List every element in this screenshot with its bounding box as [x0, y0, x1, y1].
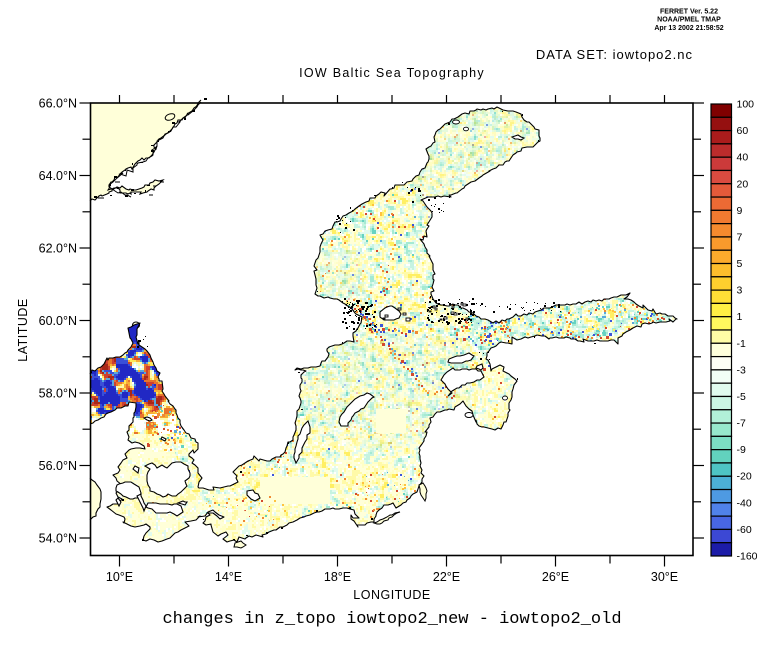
svg-text:5: 5	[737, 258, 743, 270]
svg-text:20: 20	[737, 178, 749, 190]
svg-text:26°E: 26°E	[542, 570, 569, 584]
svg-text:LATITUDE: LATITUDE	[16, 298, 30, 362]
svg-text:-1: -1	[737, 338, 746, 350]
svg-text:-160: -160	[737, 551, 758, 563]
svg-text:9: 9	[737, 205, 743, 217]
svg-text:22°E: 22°E	[433, 570, 460, 584]
svg-text:60: 60	[737, 125, 749, 137]
svg-text:DATA SET: iowtopo2.nc: DATA SET: iowtopo2.nc	[536, 47, 693, 62]
svg-text:30°E: 30°E	[651, 570, 678, 584]
svg-text:-3: -3	[737, 364, 746, 376]
svg-text:IOW Baltic Sea Topography: IOW Baltic Sea Topography	[299, 66, 485, 80]
svg-text:-40: -40	[737, 497, 752, 509]
svg-text:-20: -20	[737, 471, 752, 483]
svg-text:1: 1	[737, 311, 743, 323]
svg-text:56.0°N: 56.0°N	[39, 459, 77, 473]
svg-text:-9: -9	[737, 444, 746, 456]
svg-text:66.0°N: 66.0°N	[39, 97, 77, 111]
svg-text:-7: -7	[737, 418, 746, 430]
svg-text:3: 3	[737, 285, 743, 297]
svg-text:18°E: 18°E	[324, 570, 351, 584]
svg-text:10°E: 10°E	[106, 570, 133, 584]
svg-text:changes in z_topo iowtopo2_new: changes in z_topo iowtopo2_new - iowtopo…	[162, 610, 621, 629]
svg-text:FERRET Ver. 5.22: FERRET Ver. 5.22	[660, 9, 718, 16]
svg-text:7: 7	[737, 231, 743, 243]
svg-text:-60: -60	[737, 524, 752, 536]
svg-text:-5: -5	[737, 391, 746, 403]
svg-text:60.0°N: 60.0°N	[39, 314, 77, 328]
svg-text:62.0°N: 62.0°N	[39, 242, 77, 256]
svg-text:40: 40	[737, 152, 749, 164]
svg-text:Apr 13 2002 21:58:52: Apr 13 2002 21:58:52	[654, 25, 723, 32]
svg-text:LONGITUDE: LONGITUDE	[353, 588, 430, 602]
svg-text:64.0°N: 64.0°N	[39, 169, 77, 183]
svg-text:NOAA/PMEL TMAP: NOAA/PMEL TMAP	[657, 17, 721, 24]
svg-text:54.0°N: 54.0°N	[39, 532, 77, 546]
svg-text:100: 100	[737, 99, 755, 111]
svg-text:14°E: 14°E	[215, 570, 242, 584]
svg-text:58.0°N: 58.0°N	[39, 387, 77, 401]
